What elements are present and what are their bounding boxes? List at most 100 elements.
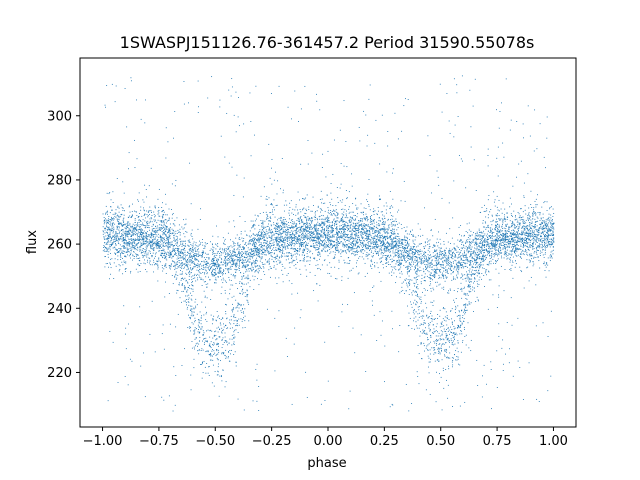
- data-point: [121, 235, 123, 237]
- data-point: [409, 248, 411, 250]
- data-point: [355, 204, 357, 206]
- data-point: [268, 236, 270, 238]
- data-point: [403, 256, 405, 258]
- data-point: [485, 235, 487, 237]
- data-point: [255, 270, 257, 272]
- data-point: [157, 219, 159, 221]
- data-point: [275, 205, 277, 206]
- data-point: [468, 234, 470, 236]
- data-point: [222, 329, 224, 331]
- data-point: [329, 245, 331, 247]
- data-point: [439, 343, 441, 345]
- data-point: [115, 232, 117, 234]
- data-point: [421, 258, 423, 260]
- data-point: [192, 311, 194, 313]
- data-point: [171, 217, 173, 219]
- data-point: [435, 254, 437, 256]
- data-point: [353, 253, 355, 255]
- data-point: [416, 271, 418, 273]
- data-point: [212, 235, 214, 237]
- data-point: [145, 217, 147, 219]
- data-point: [274, 227, 276, 229]
- data-point: [265, 198, 267, 200]
- data-point: [502, 248, 504, 250]
- data-point: [227, 262, 229, 264]
- data-point: [243, 275, 245, 277]
- data-point: [423, 261, 425, 263]
- data-point: [410, 230, 411, 232]
- data-point: [355, 218, 356, 220]
- data-point: [346, 236, 348, 238]
- data-point: [309, 264, 311, 265]
- data-point: [243, 312, 245, 314]
- data-point: [468, 273, 470, 275]
- data-point: [181, 278, 183, 280]
- data-point: [512, 223, 514, 225]
- data-point: [382, 237, 384, 239]
- data-point: [446, 318, 448, 320]
- data-point: [335, 220, 337, 222]
- data-point: [520, 233, 522, 235]
- data-point: [171, 254, 172, 256]
- data-point: [266, 217, 268, 219]
- data-point: [367, 234, 369, 236]
- data-point: [190, 374, 192, 376]
- data-point: [235, 262, 237, 264]
- data-point: [535, 206, 537, 208]
- data-point: [308, 224, 310, 226]
- data-point: [145, 249, 147, 251]
- data-point: [341, 213, 343, 215]
- data-point: [442, 267, 444, 269]
- data-point: [540, 218, 542, 220]
- data-point: [379, 248, 381, 250]
- data-point: [385, 257, 387, 259]
- data-point: [139, 239, 141, 240]
- data-point: [327, 225, 329, 227]
- data-point: [360, 242, 362, 244]
- data-point: [317, 254, 319, 256]
- data-point: [433, 265, 435, 267]
- data-point: [216, 254, 218, 256]
- data-point: [275, 233, 277, 234]
- data-point: [272, 248, 274, 250]
- data-point: [154, 242, 155, 244]
- data-point: [330, 235, 332, 237]
- data-point: [443, 274, 445, 276]
- data-point: [447, 397, 449, 399]
- data-point: [442, 253, 444, 255]
- data-point: [440, 254, 442, 256]
- data-point: [481, 256, 483, 257]
- data-point: [316, 240, 318, 242]
- data-point: [242, 265, 243, 267]
- data-point: [467, 322, 469, 324]
- data-point: [372, 228, 374, 230]
- data-point: [293, 343, 295, 345]
- data-point: [197, 279, 199, 281]
- data-point: [398, 241, 400, 243]
- data-point: [482, 267, 484, 269]
- data-point: [380, 247, 382, 249]
- data-point: [511, 238, 513, 240]
- data-point: [474, 262, 476, 263]
- data-point: [505, 250, 507, 252]
- data-point: [430, 261, 432, 263]
- data-point: [347, 248, 349, 250]
- data-point: [240, 231, 242, 233]
- data-point: [420, 342, 422, 344]
- data-point: [253, 241, 255, 243]
- data-point: [351, 216, 353, 218]
- data-point: [296, 238, 298, 240]
- data-point: [495, 221, 497, 222]
- data-point: [103, 245, 105, 246]
- data-point: [485, 271, 487, 273]
- data-point: [431, 260, 433, 262]
- data-point: [162, 250, 164, 251]
- data-point: [174, 250, 176, 252]
- data-point: [470, 302, 472, 304]
- data-point: [185, 245, 187, 247]
- data-point: [516, 241, 518, 243]
- data-point: [226, 318, 228, 320]
- data-point: [193, 266, 195, 268]
- data-point: [434, 318, 436, 320]
- data-point: [468, 222, 470, 224]
